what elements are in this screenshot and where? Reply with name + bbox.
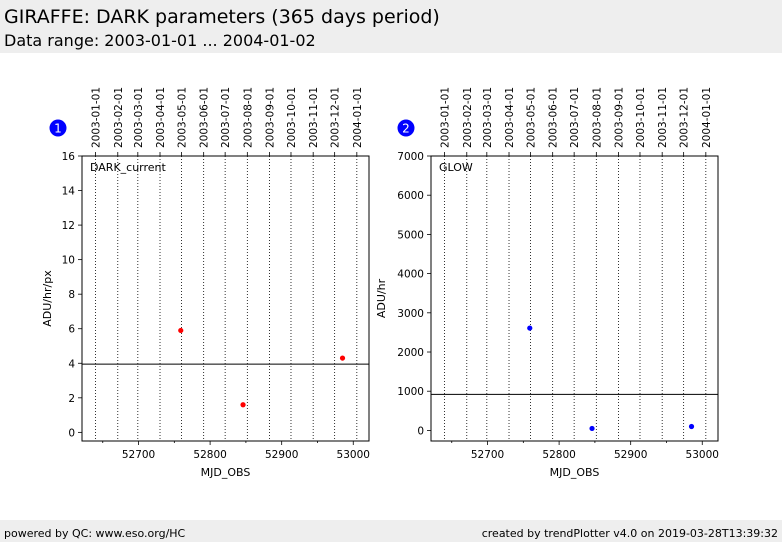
- x-tick-label-1-52900: 52900: [265, 449, 298, 461]
- top-tick-label-1-2: 2003-03-01: [133, 87, 145, 148]
- y-tick-label-1-6: 6: [68, 324, 75, 336]
- y-axis-label-1: ADU/hr/px: [41, 270, 54, 327]
- data-point-2-0: [527, 325, 533, 331]
- top-tick-label-1-6: 2003-07-01: [220, 87, 232, 148]
- x-tick-label-1-52700: 52700: [122, 449, 155, 461]
- top-tick-label-1-7: 2003-08-01: [242, 87, 254, 148]
- y-tick-label-1-14: 14: [62, 186, 76, 198]
- plot-frame-1: [81, 155, 370, 442]
- data-point-2-2: [688, 423, 695, 430]
- badge-number-2: 2: [402, 122, 410, 136]
- footer-credit: powered by QC: www.eso.org/HC: [4, 527, 186, 540]
- x-tick-label-1-53000: 53000: [337, 449, 370, 461]
- badge-circle-2: [397, 119, 415, 137]
- y-tick-label-2-1000: 1000: [397, 386, 424, 398]
- top-tick-label-1-0: 2003-01-01: [91, 87, 103, 148]
- top-tick-label-2-9: 2003-10-01: [635, 87, 647, 148]
- footer-band: powered by QC: www.eso.org/HC created by…: [0, 520, 782, 542]
- page-subtitle: Data range: 2003-01-01 ... 2004-01-02: [4, 31, 316, 50]
- y-tick-label-1-8: 8: [68, 289, 75, 301]
- header-band: GIRAFFE: DARK parameters (365 days perio…: [0, 0, 782, 53]
- top-tick-label-2-0: 2003-01-01: [440, 87, 452, 148]
- page-title: GIRAFFE: DARK parameters (365 days perio…: [4, 6, 440, 28]
- data-point-2-1: [589, 425, 595, 432]
- top-tick-label-2-5: 2003-06-01: [548, 87, 560, 148]
- top-tick-label-1-10: 2003-11-01: [308, 87, 320, 148]
- top-tick-label-1-1: 2003-02-01: [113, 87, 125, 148]
- top-tick-label-1-11: 2003-12-01: [330, 87, 342, 148]
- x-tick-label-2-53000: 53000: [686, 449, 719, 461]
- top-tick-label-2-4: 2003-05-01: [525, 87, 537, 148]
- y-tick-label-1-4: 4: [68, 358, 75, 370]
- top-tick-label-1-3: 2003-04-01: [155, 87, 167, 148]
- y-tick-label-2-7000: 7000: [397, 151, 424, 163]
- data-point-1-1: [240, 402, 246, 408]
- top-tick-label-1-9: 2003-10-01: [286, 87, 298, 148]
- y-tick-label-2-0: 0: [417, 425, 424, 437]
- y-axis-label-2: ADU/hr: [375, 278, 388, 318]
- y-tick-label-2-5000: 5000: [397, 229, 424, 241]
- x-axis-label-1: MJD_OBS: [201, 466, 251, 479]
- plot-frame-2: [430, 155, 719, 442]
- plot-label-2: GLOW: [439, 161, 473, 174]
- data-point-1-0: [178, 327, 184, 334]
- badge-number-1: 1: [54, 122, 62, 136]
- top-tick-label-1-5: 2003-06-01: [199, 87, 211, 148]
- y-tick-label-2-6000: 6000: [397, 190, 424, 202]
- footer-timestamp: created by trendPlotter v4.0 on 2019-03-…: [481, 527, 778, 540]
- y-tick-label-1-12: 12: [62, 220, 75, 232]
- top-tick-label-2-7: 2003-08-01: [591, 87, 603, 148]
- top-tick-label-2-10: 2003-11-01: [657, 87, 669, 148]
- y-tick-label-2-2000: 2000: [397, 347, 424, 359]
- top-tick-label-1-4: 2003-05-01: [176, 87, 188, 148]
- top-tick-label-2-1: 2003-02-01: [462, 87, 474, 148]
- y-tick-label-1-10: 10: [62, 255, 75, 267]
- top-tick-label-2-8: 2003-09-01: [614, 87, 626, 148]
- top-tick-label-2-11: 2003-12-01: [679, 87, 691, 148]
- plot-label-1: DARK_current: [90, 161, 167, 174]
- x-tick-label-2-52800: 52800: [542, 449, 575, 461]
- badge-circle-1: [49, 119, 67, 137]
- y-tick-label-2-4000: 4000: [397, 269, 424, 281]
- top-tick-label-1-12: 2004-01-01: [352, 87, 364, 148]
- x-tick-label-1-52800: 52800: [193, 449, 226, 461]
- x-tick-label-2-52700: 52700: [471, 449, 504, 461]
- y-tick-label-1-16: 16: [62, 151, 76, 163]
- data-point-1-2: [339, 355, 346, 361]
- top-tick-label-2-6: 2003-07-01: [569, 87, 581, 148]
- x-axis-label-2: MJD_OBS: [550, 466, 600, 479]
- top-tick-label-2-2: 2003-03-01: [482, 87, 494, 148]
- top-tick-label-1-8: 2003-09-01: [265, 87, 277, 148]
- x-tick-label-2-52900: 52900: [614, 449, 647, 461]
- y-tick-label-1-0: 0: [68, 427, 75, 439]
- y-tick-label-1-2: 2: [68, 393, 75, 405]
- y-tick-label-2-3000: 3000: [397, 308, 424, 320]
- top-tick-label-2-3: 2003-04-01: [504, 87, 516, 148]
- top-tick-label-2-12: 2004-01-01: [701, 87, 713, 148]
